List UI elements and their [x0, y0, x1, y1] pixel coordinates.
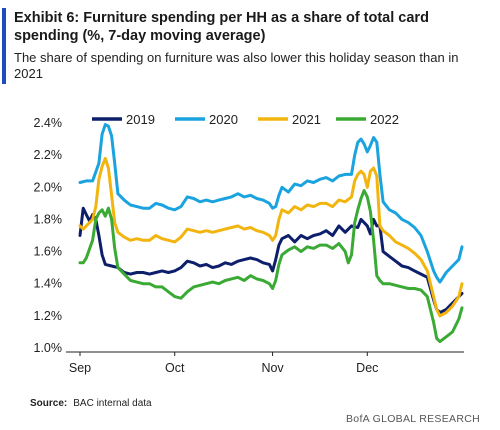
- legend-label: 2019: [126, 112, 155, 127]
- chart-subtitle-continued: 2021: [14, 66, 43, 81]
- y-tick-label: 1.8%: [34, 212, 63, 226]
- x-tick-label: Sep: [69, 361, 91, 375]
- x-tick-label: Nov: [261, 361, 284, 375]
- y-tick-label: 1.2%: [34, 309, 63, 323]
- y-tick-label: 1.4%: [34, 277, 63, 291]
- y-tick-label: 1.6%: [34, 245, 63, 259]
- legend-label: 2022: [370, 112, 399, 127]
- title-accent-bar: [2, 8, 6, 84]
- series-line-2021: [78, 156, 464, 318]
- chart-subtitle: The share of spending on furniture was a…: [14, 50, 459, 65]
- y-tick-label: 2.2%: [34, 148, 63, 162]
- legend-label: 2020: [209, 112, 238, 127]
- chart-title: Exhibit 6: Furniture spending per HH as …: [14, 10, 429, 44]
- chart-series: [78, 123, 464, 344]
- x-tick-label: Oct: [165, 361, 185, 375]
- brand-footer: BofA GLOBAL RESEARCH: [346, 413, 480, 425]
- chart-legend: 2019 2020 2021 2022: [92, 112, 399, 127]
- source-label: Source:: [30, 398, 68, 409]
- chart-axes: 1.0% 1.2% 1.4% 1.6% 1.8% 2.0% 2.2% 2.4% Sep Oct No…: [34, 116, 464, 375]
- y-tick-label: 2.0%: [34, 180, 63, 194]
- series-line-2020: [78, 123, 464, 284]
- y-tick-label: 2.4%: [34, 116, 63, 130]
- source-note: Source: BAC internal data: [30, 398, 152, 409]
- y-tick-label: 1.0%: [34, 341, 63, 355]
- legend-label: 2021: [292, 112, 321, 127]
- x-tick-label: Dec: [356, 361, 378, 375]
- source-text: BAC internal data: [73, 398, 152, 409]
- series-line-2022: [78, 189, 464, 344]
- series-line-2019: [78, 206, 464, 315]
